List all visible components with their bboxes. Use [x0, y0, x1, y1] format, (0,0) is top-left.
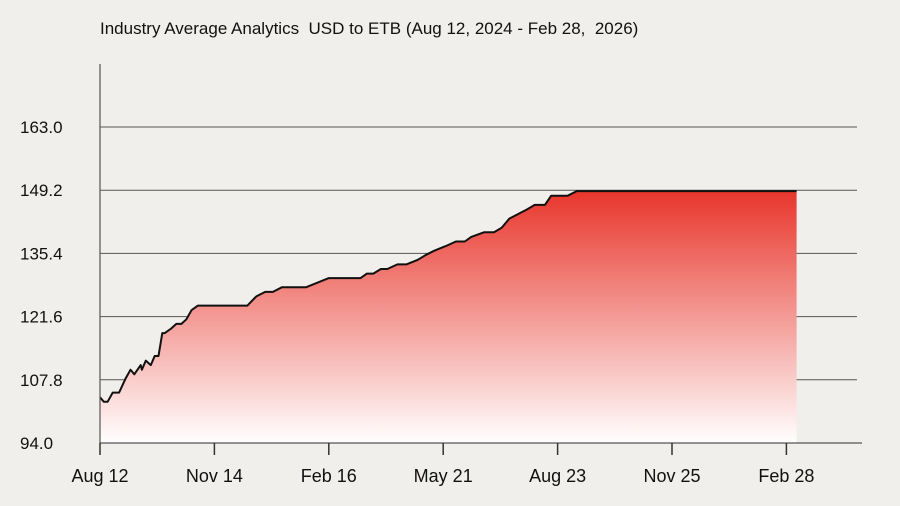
- x-tick-label: May 21: [414, 466, 473, 486]
- x-tick-label: Feb 28: [758, 466, 814, 486]
- chart-title: Industry Average Analytics USD to ETB (A…: [100, 19, 639, 38]
- y-tick-label: 107.8: [20, 371, 63, 390]
- series-line: [99, 190, 797, 403]
- y-tick-label: 121.6: [20, 308, 63, 327]
- y-tick-label: 135.4: [20, 244, 63, 263]
- x-tick-label: Nov 14: [186, 466, 243, 486]
- x-tick-label: Nov 25: [643, 466, 700, 486]
- y-tick-label: 163.0: [20, 118, 63, 137]
- series-area: [100, 191, 797, 443]
- x-tick-label: Aug 12: [71, 466, 128, 486]
- y-tick-label: 149.2: [20, 181, 63, 200]
- x-tick-label: Feb 16: [301, 466, 357, 486]
- y-tick-label: 94.0: [20, 434, 53, 453]
- x-tick-label: Aug 23: [529, 466, 586, 486]
